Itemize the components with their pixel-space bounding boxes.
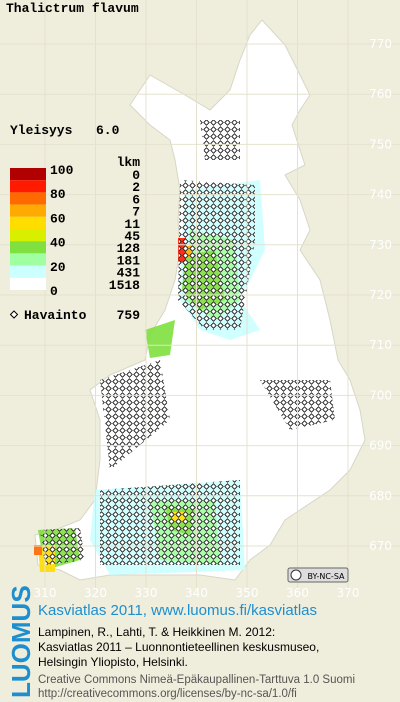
legend-swatch: [10, 180, 46, 193]
legend-count: 11: [124, 217, 140, 232]
citation-line: Helsingin Yliopisto, Helsinki.: [38, 655, 188, 669]
legend-scale-label: 80: [50, 187, 66, 202]
legend-count: 1518: [109, 278, 140, 293]
legend-count-header: lkm: [117, 155, 141, 170]
northing-label: 680: [369, 489, 392, 503]
citation-line: Kasviatlas 2011 – Luonnontieteellinen ke…: [38, 640, 319, 654]
observation-count: 759: [117, 308, 141, 323]
legend-count: 45: [124, 229, 140, 244]
easting-label: 370: [337, 586, 360, 600]
legend-swatch: [10, 204, 46, 217]
northing-label: 770: [369, 37, 392, 51]
easting-label: 350: [236, 586, 259, 600]
northing-label: 740: [369, 188, 392, 202]
legend-swatch: [10, 216, 46, 229]
easting-label: 330: [135, 586, 158, 600]
legend-swatch: [10, 241, 46, 254]
footer: [0, 605, 400, 702]
legend-count: 181: [117, 253, 141, 268]
legend-swatch: [10, 229, 46, 242]
license-badge-text: BY-NC-SA: [307, 572, 345, 581]
easting-label: 310: [34, 586, 57, 600]
easting-label: 320: [84, 586, 107, 600]
frequency-value: 6.0: [96, 123, 120, 138]
species-title: Thalictrum flavum: [6, 1, 139, 16]
license-line: http://creativecommons.org/licenses/by-n…: [38, 688, 297, 700]
observation-symbol: [9, 310, 19, 319]
northing-label: 700: [369, 388, 392, 402]
legend-scale-label: 100: [50, 163, 74, 178]
northing-label: 710: [369, 338, 392, 352]
legend-count: 6: [132, 192, 140, 207]
easting-label: 340: [185, 586, 208, 600]
legend-scale-label: 60: [50, 211, 66, 226]
atlas-link[interactable]: Kasviatlas 2011, www.luomus.fi/kasviatla…: [38, 602, 317, 619]
northing-label: 760: [369, 87, 392, 101]
legend-swatch: [10, 265, 46, 278]
observation-symbols: [40, 120, 335, 565]
footer-text: Lampinen, R., Lahti, T. & Heikkinen M. 2…: [38, 625, 355, 700]
legend-swatch: [10, 253, 46, 266]
legend-swatch: [10, 277, 46, 290]
northing-label: 750: [369, 137, 392, 151]
legend-count: 431: [117, 266, 141, 281]
legend-count: 0: [132, 168, 140, 183]
legend-swatch: [10, 192, 46, 205]
legend-count: 7: [132, 205, 140, 220]
license-line: Creative Commons Nimeä-Epäkaupallinen-Ta…: [38, 674, 355, 686]
northing-label: 690: [369, 439, 392, 453]
legend-scale-label: 40: [50, 236, 66, 251]
legend-scale-label: 20: [50, 260, 66, 275]
northing-label: 730: [369, 238, 392, 252]
easting-label: 360: [286, 586, 309, 600]
legend-swatch: [10, 168, 46, 181]
frequency-label: Yleisyys: [10, 123, 73, 138]
northing-label: 720: [369, 288, 392, 302]
brand: LUOMUS: [6, 585, 36, 698]
northing-label: 670: [369, 539, 392, 553]
observation-label: Havainto: [24, 308, 87, 323]
legend-count: 2: [132, 180, 140, 195]
legend-count: 128: [117, 241, 141, 256]
citation-line: Lampinen, R., Lahti, T. & Heikkinen M. 2…: [38, 625, 275, 639]
legend-scale-label: 0: [50, 284, 58, 299]
license-badge: BY-NC-SA: [287, 567, 349, 583]
